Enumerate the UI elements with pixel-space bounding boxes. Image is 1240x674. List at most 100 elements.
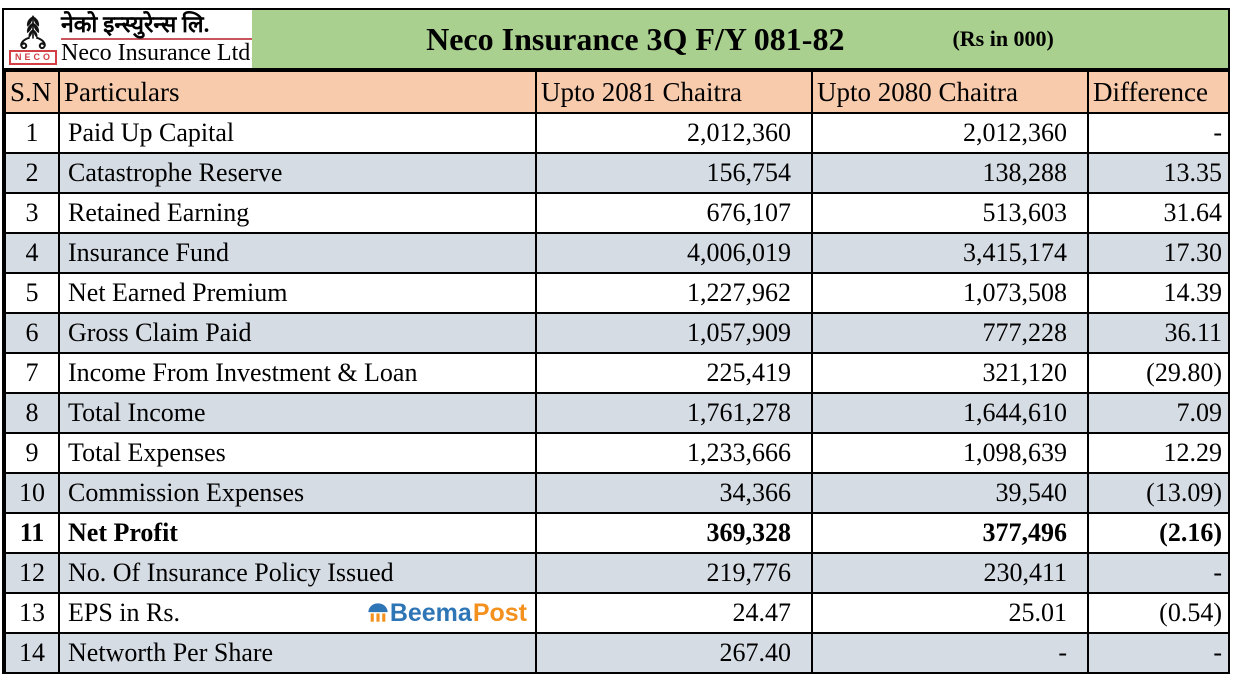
table-header-row: S.N Particulars Upto 2081 Chaitra Upto 2… <box>4 70 1230 114</box>
cell-particulars: Networth Per Share <box>58 632 537 674</box>
cell-difference: 7.09 <box>1087 392 1230 434</box>
neco-logo-text: नेको इन्स्युरेन्स लि. Neco Insurance Ltd… <box>61 13 257 66</box>
cell-difference: 36.11 <box>1087 312 1230 354</box>
col-header-upto-2081: Upto 2081 Chaitra <box>535 70 813 114</box>
col-header-sn: S.N <box>4 70 60 114</box>
particulars-label: Income From Investment & Loan <box>68 358 418 387</box>
cell-upto-2080: 1,644,610 <box>811 392 1089 434</box>
table-row: 10 Commission Expenses 34,366 39,540 (13… <box>4 472 1230 514</box>
particulars-label: EPS in Rs. <box>68 598 180 627</box>
cell-sn: 10 <box>4 472 60 514</box>
cell-particulars: Paid Up Capital <box>58 112 537 154</box>
cell-difference: 14.39 <box>1087 272 1230 314</box>
cell-difference: (13.09) <box>1087 472 1230 514</box>
cell-particulars: Gross Claim Paid <box>58 312 537 354</box>
cell-upto-2081: 4,006,019 <box>535 232 813 274</box>
beemapost-label-beema: Beema <box>389 598 472 627</box>
beemapost-watermark: Beema Post <box>367 599 527 628</box>
title-band: Neco Insurance 3Q F/Y 081-82 (Rs in 000) <box>252 10 1228 68</box>
particulars-label: Total Expenses <box>68 438 226 467</box>
cell-sn: 11 <box>4 512 60 554</box>
financial-summary-sheet: NECO नेको इन्स्युरेन्स लि. Neco Insuranc… <box>2 8 1230 674</box>
cell-difference: (29.80) <box>1087 352 1230 394</box>
beemapost-label-post: Post <box>472 598 527 627</box>
particulars-label: Catastrophe Reserve <box>68 158 283 187</box>
cell-particulars: Total Expenses <box>58 432 537 474</box>
table-row: 14 Networth Per Share 267.40 - - <box>4 632 1230 674</box>
cell-upto-2081: 2,012,360 <box>535 112 813 154</box>
cell-sn: 9 <box>4 432 60 474</box>
particulars-label: Retained Earning <box>68 198 250 227</box>
particulars-label: No. Of Insurance Policy Issued <box>68 558 394 587</box>
cell-sn: 7 <box>4 352 60 394</box>
cell-upto-2080: - <box>811 632 1089 674</box>
cell-upto-2081: 219,776 <box>535 552 813 594</box>
beemapost-umbrella-icon <box>368 603 388 622</box>
cell-sn: 3 <box>4 192 60 234</box>
cell-difference: (2.16) <box>1087 512 1230 554</box>
cell-upto-2080: 138,288 <box>811 152 1089 194</box>
cell-upto-2080: 777,228 <box>811 312 1089 354</box>
particulars-label: Networth Per Share <box>68 638 274 667</box>
cell-particulars: Insurance Fund <box>58 232 537 274</box>
cell-sn: 4 <box>4 232 60 274</box>
table-row: 12 No. Of Insurance Policy Issued 219,77… <box>4 552 1230 594</box>
financial-table: S.N Particulars Upto 2081 Chaitra Upto 2… <box>4 70 1230 674</box>
page-title: Neco Insurance 3Q F/Y 081-82 <box>426 20 845 57</box>
cell-upto-2080: 377,496 <box>811 512 1089 554</box>
particulars-label: Paid Up Capital <box>68 118 235 147</box>
cell-sn: 5 <box>4 272 60 314</box>
cell-particulars: Catastrophe Reserve <box>58 152 537 194</box>
cell-upto-2081: 225,419 <box>535 352 813 394</box>
cell-difference: - <box>1087 632 1230 674</box>
table-row: 6 Gross Claim Paid 1,057,909 777,228 36.… <box>4 312 1230 354</box>
neco-nepali-name: नेको इन्स्युरेन्स लि. <box>61 13 257 40</box>
cell-difference: (0.54) <box>1087 592 1230 634</box>
neco-english-name: Neco Insurance Ltd. <box>61 40 257 66</box>
cell-sn: 1 <box>4 112 60 154</box>
cell-particulars: Total Income <box>58 392 537 434</box>
table-row: 2 Catastrophe Reserve 156,754 138,288 13… <box>4 152 1230 194</box>
cell-sn: 2 <box>4 152 60 194</box>
cell-particulars: Commission Expenses <box>58 472 537 514</box>
cell-upto-2081: 34,366 <box>535 472 813 514</box>
neco-logo: NECO नेको इन्स्युरेन्स लि. Neco Insuranc… <box>4 10 257 68</box>
cell-upto-2080: 1,073,508 <box>811 272 1089 314</box>
col-header-difference: Difference <box>1087 70 1230 114</box>
cell-difference: 13.35 <box>1087 152 1230 194</box>
cell-upto-2080: 513,603 <box>811 192 1089 234</box>
cell-upto-2081: 369,328 <box>535 512 813 554</box>
cell-difference: 17.30 <box>1087 232 1230 274</box>
neco-wheat-icon <box>20 15 46 49</box>
particulars-label: Net Profit <box>68 518 178 547</box>
cell-upto-2081: 1,227,962 <box>535 272 813 314</box>
cell-upto-2081: 676,107 <box>535 192 813 234</box>
neco-emblem: NECO <box>9 14 58 65</box>
cell-upto-2081: 1,761,278 <box>535 392 813 434</box>
table-row: 1 Paid Up Capital 2,012,360 2,012,360 - <box>4 112 1230 154</box>
cell-sn: 8 <box>4 392 60 434</box>
particulars-label: Insurance Fund <box>68 238 230 267</box>
cell-upto-2081: 1,233,666 <box>535 432 813 474</box>
particulars-label: Net Earned Premium <box>68 278 288 307</box>
cell-sn: 6 <box>4 312 60 354</box>
particulars-label: Commission Expenses <box>68 478 305 507</box>
cell-particulars: Retained Earning <box>58 192 537 234</box>
unit-note: (Rs in 000) <box>952 26 1054 51</box>
cell-particulars: EPS in Rs. Beema Post <box>58 592 537 634</box>
table-row: 4 Insurance Fund 4,006,019 3,415,174 17.… <box>4 232 1230 274</box>
cell-sn: 14 <box>4 632 60 674</box>
table-row: 7 Income From Investment & Loan 225,419 … <box>4 352 1230 394</box>
table-row: 3 Retained Earning 676,107 513,603 31.64 <box>4 192 1230 234</box>
cell-upto-2081: 24.47 <box>535 592 813 634</box>
cell-upto-2080: 2,012,360 <box>811 112 1089 154</box>
top-band: NECO नेको इन्स्युरेन्स लि. Neco Insuranc… <box>4 10 1228 70</box>
table-row: 13 EPS in Rs. Beema Post 24.47 25.01 (0.5… <box>4 592 1230 634</box>
col-header-particulars: Particulars <box>58 70 537 114</box>
cell-upto-2080: 25.01 <box>811 592 1089 634</box>
cell-particulars: No. Of Insurance Policy Issued <box>58 552 537 594</box>
cell-upto-2081: 1,057,909 <box>535 312 813 354</box>
cell-particulars: Net Profit <box>58 512 537 554</box>
cell-upto-2081: 267.40 <box>535 632 813 674</box>
cell-difference: - <box>1087 552 1230 594</box>
